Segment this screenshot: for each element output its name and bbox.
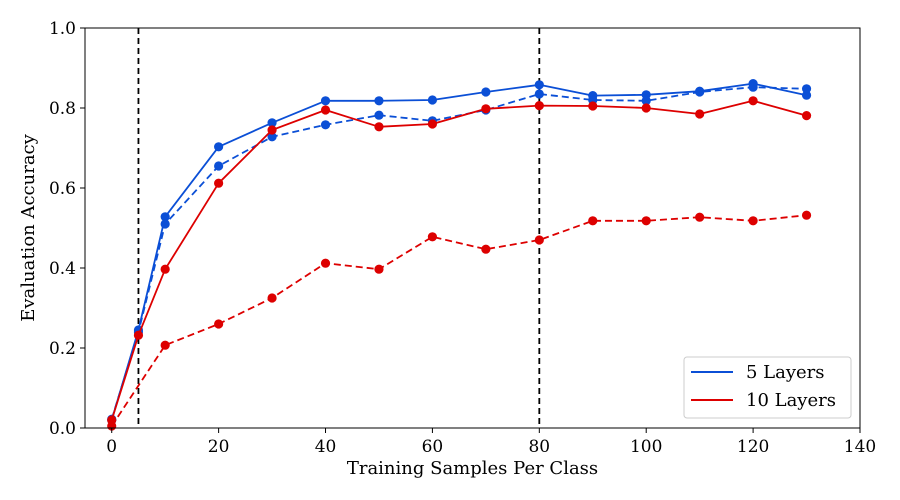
data-point (481, 104, 491, 114)
data-point (427, 119, 438, 129)
data-point (320, 120, 331, 130)
data-point (641, 96, 651, 106)
x-axis: 0 20 40 60 80 100 120 140 (106, 428, 876, 457)
data-point (133, 330, 144, 340)
data-point (534, 89, 544, 99)
y-tick-label: 1.0 (49, 19, 76, 39)
data-point (427, 232, 438, 242)
data-point (267, 132, 277, 142)
y-axis: 0.0 0.2 0.4 0.6 0.8 1.0 (49, 19, 85, 439)
data-point (320, 105, 331, 115)
data-point (427, 95, 438, 105)
data-point (801, 111, 812, 121)
data-point (320, 258, 331, 268)
x-tick-label: 80 (528, 437, 550, 457)
data-point (641, 103, 651, 113)
data-point (748, 216, 758, 226)
y-tick-label: 0.4 (49, 259, 76, 279)
plot-frame (84, 27, 861, 429)
data-point (214, 161, 224, 171)
series-layer (107, 79, 812, 431)
data-point (374, 264, 384, 274)
data-point (801, 84, 812, 94)
series-3 (107, 210, 812, 431)
legend-label-10-layers: 10 Layers (746, 390, 836, 411)
data-point (695, 212, 705, 222)
data-point (374, 96, 384, 106)
x-tick-label: 40 (315, 437, 337, 457)
y-tick-label: 0.8 (49, 99, 76, 119)
series-line (110, 214, 807, 427)
data-point (160, 219, 170, 229)
data-point (748, 82, 758, 92)
data-point (214, 142, 224, 152)
data-point (267, 125, 277, 135)
y-tick-label: 0.6 (49, 179, 76, 199)
data-point (801, 210, 812, 220)
data-point (320, 96, 331, 106)
y-axis-label: Evaluation Accuracy (18, 133, 39, 321)
y-tick-label: 0.0 (49, 419, 76, 439)
data-point (214, 178, 224, 188)
reference-lines (137, 28, 541, 428)
data-point (267, 293, 277, 303)
data-point (695, 109, 705, 119)
data-point (588, 101, 598, 111)
data-point (160, 264, 170, 274)
data-point (641, 216, 651, 226)
data-point (214, 319, 224, 329)
data-point (534, 80, 544, 90)
data-point (748, 96, 758, 106)
data-point (534, 101, 544, 111)
x-tick-label: 0 (106, 437, 117, 457)
y-tick-label: 0.2 (49, 339, 76, 359)
data-point (374, 110, 384, 120)
data-point (534, 235, 544, 245)
x-tick-label: 100 (630, 437, 662, 457)
data-point (801, 90, 812, 100)
data-point (695, 87, 705, 97)
x-tick-label: 60 (422, 437, 444, 457)
legend: 5 Layers 10 Layers (683, 356, 852, 419)
data-point (267, 118, 277, 128)
series-2 (107, 96, 812, 425)
x-axis-label: Training Samples Per Class (347, 458, 598, 479)
data-point (160, 212, 170, 222)
legend-label-5-layers: 5 Layers (746, 362, 825, 383)
data-point (481, 87, 491, 97)
x-tick-label: 120 (737, 437, 769, 457)
data-point (374, 122, 384, 132)
data-point (481, 244, 491, 254)
x-tick-label: 20 (208, 437, 230, 457)
data-point (588, 216, 598, 226)
x-tick-label: 140 (844, 437, 876, 457)
data-point (160, 340, 170, 350)
